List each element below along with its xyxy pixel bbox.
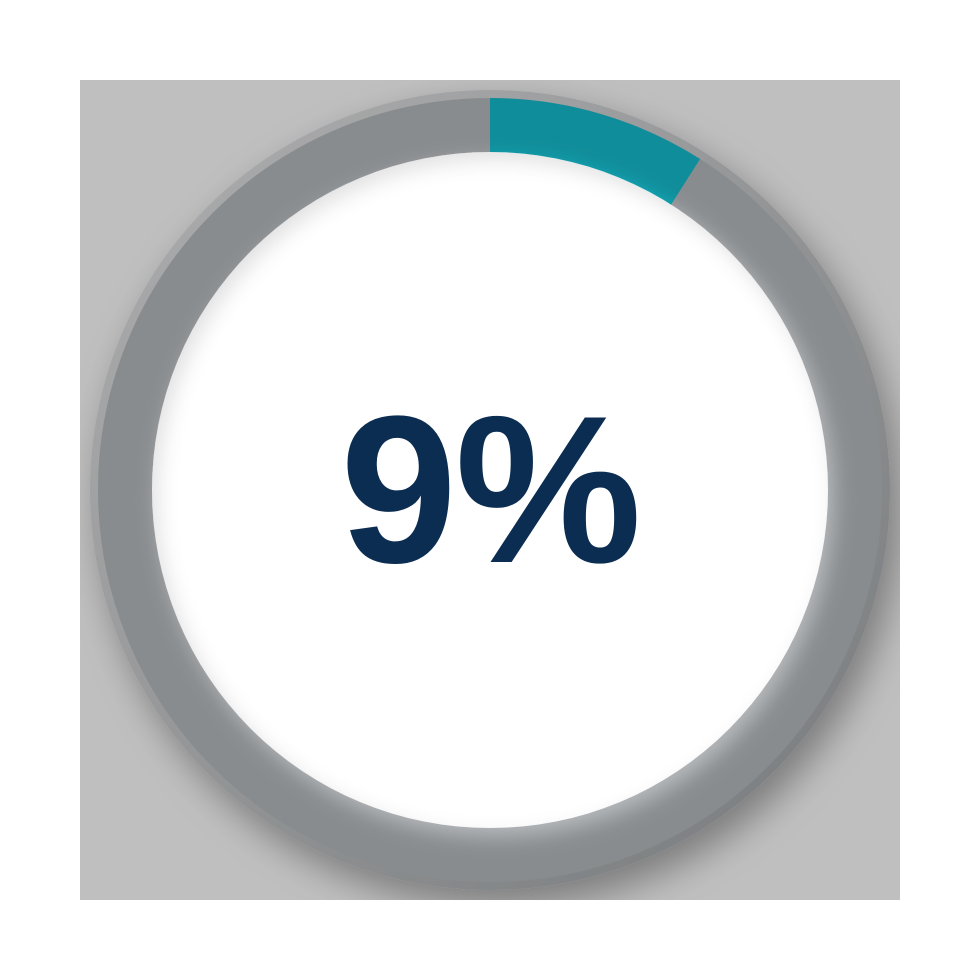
gauge-svg: [80, 80, 900, 900]
percent-gauge: 9%: [80, 80, 900, 900]
gauge-center: [152, 152, 828, 828]
